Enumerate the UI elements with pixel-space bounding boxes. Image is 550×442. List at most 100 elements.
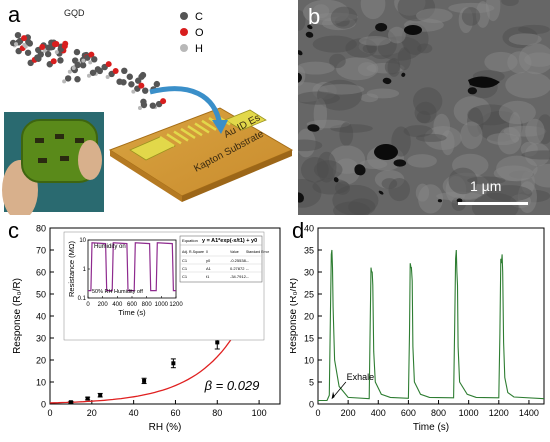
fit-table-cell: --: [246, 274, 249, 279]
x-tick-label: 800: [431, 408, 446, 418]
sem-grain: [436, 191, 482, 201]
hydrogen-atom: [22, 43, 27, 48]
sem-grain: [360, 0, 386, 20]
inset-x-axis-label: Time (s): [118, 308, 146, 317]
hydrogen-atom: [86, 73, 91, 78]
kapton-substrate-edge: [110, 150, 182, 202]
sem-grain: [509, 170, 535, 179]
panel-c: 0 20 40 60 80 100 0 10 20 30 40 50 60 70 80 RH (%) Respo…: [0, 218, 290, 442]
fit-table-header: Value: [230, 250, 239, 254]
sem-grain: [298, 91, 340, 105]
sem-grain: [484, 51, 518, 73]
sem-pore: [456, 198, 463, 203]
sem-pore: [401, 72, 406, 77]
sem-grain: [357, 62, 377, 77]
carbon-atom: [73, 48, 81, 56]
sem-grain: [441, 130, 455, 156]
sem-grain: [387, 26, 406, 44]
inset-x-tick-label: 1000: [155, 302, 169, 308]
data-point: [85, 396, 90, 401]
flexible-device-photo: [2, 112, 104, 215]
kapton-substrate-side: [182, 150, 292, 202]
sem-pore: [378, 190, 384, 195]
sem-grain: [336, 57, 379, 81]
sem-pore: [298, 72, 302, 83]
sem-grain: [485, 0, 501, 22]
sem-grain: [298, 139, 323, 152]
y-tick-label: 0: [309, 400, 314, 410]
sem-grain: [318, 84, 365, 95]
fit-table-cell: -0.25538: [230, 258, 247, 263]
sem-pore: [298, 50, 303, 56]
oxygen-atom: [51, 41, 58, 48]
sem-grain: [517, 24, 550, 35]
interdigitated-electrodes: [159, 114, 231, 148]
sem-grain: [448, 167, 478, 195]
x-axis-label: RH (%): [149, 422, 182, 433]
carbon-atom: [74, 76, 81, 83]
electrode-finger: [173, 130, 189, 142]
carbon-atom: [74, 61, 81, 69]
carbon-atom: [126, 73, 133, 80]
x-tick-label: 60: [170, 408, 180, 418]
sem-grain: [298, 128, 316, 158]
oxygen-atom: [88, 51, 95, 58]
inset-y-tick-label: 1: [83, 267, 87, 273]
electrode-finger: [166, 133, 182, 145]
chart-d: 0 200 400 600 800 1000 1200 1400 0 5 10 15 20 25 30 35 4…: [290, 224, 545, 433]
y-tick-label: 20: [304, 312, 314, 322]
fit-equation: y = A1*exp(-x/t1) + y0: [202, 238, 257, 244]
panel-label-a: a: [8, 2, 21, 27]
y-tick-label: 50: [36, 290, 46, 300]
panel-b: b 1 µm: [298, 0, 550, 215]
sem-grain: [403, 125, 433, 138]
x-tick-label: 100: [252, 408, 267, 418]
inset-y-axis-label: Resistance (MΩ): [67, 240, 76, 297]
carbon-atom: [140, 98, 147, 105]
sem-pore: [437, 199, 443, 203]
x-tick-label: 1400: [519, 408, 539, 418]
sem-grain: [300, 157, 329, 183]
fit-table-header: Standard Error: [246, 250, 270, 254]
x-tick-label: 20: [87, 408, 97, 418]
sem-grain: [452, 153, 489, 177]
sem-grain: [467, 107, 484, 137]
y-tick-label: 30: [36, 334, 46, 344]
sem-grain: [313, 160, 343, 180]
sem-large-pore: [468, 76, 500, 88]
panel-label-d: d: [292, 218, 305, 243]
inset-x-tick-label: 200: [98, 302, 109, 308]
fit-table-header: Adj. R-Square: [182, 250, 204, 254]
fit-table-header: 0: [206, 250, 208, 254]
sem-grain: [414, 101, 437, 124]
sem-grain: [298, 82, 328, 103]
hydrogen-atom: [137, 106, 142, 111]
electrode-finger: [194, 122, 210, 134]
sem-grain: [333, 158, 360, 185]
y-tick-label: 30: [304, 268, 314, 278]
inset-humidity-on: Humidity on: [94, 244, 126, 250]
sem-grain: [416, 110, 431, 124]
carbon-atom: [14, 31, 22, 39]
sem-pore: [382, 77, 392, 85]
legend-dot: [180, 12, 188, 20]
sem-grain: [448, 2, 495, 14]
oxygen-atom: [39, 44, 46, 51]
hydrogen-atom: [88, 60, 93, 65]
sem-grain: [348, 198, 376, 215]
sem-grain: [460, 121, 483, 150]
carbon-atom: [44, 50, 52, 58]
gqd-molecule: [9, 31, 167, 111]
sem-grain: [330, 6, 358, 29]
sem-grain: [467, 176, 506, 185]
sem-grain: [517, 181, 537, 214]
sem-grain: [486, 132, 520, 146]
oxygen-atom: [112, 67, 119, 74]
sem-grain: [388, 177, 410, 202]
x-tick-label: 200: [341, 408, 356, 418]
legend-symbol: C: [195, 11, 203, 23]
sem-grain: [298, 61, 335, 75]
sem-grain: [332, 184, 379, 215]
hydrogen-atom: [105, 74, 110, 79]
data-point: [171, 361, 176, 366]
